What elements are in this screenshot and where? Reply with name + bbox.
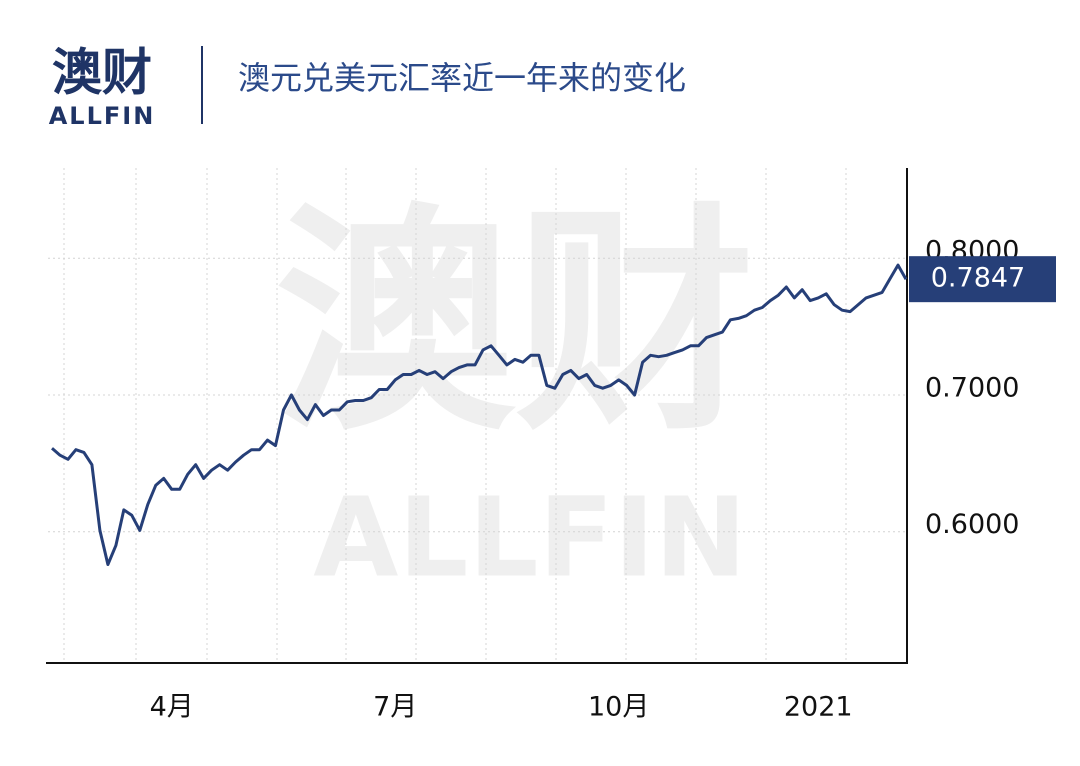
line-series [51,263,908,566]
brand-logo: 澳财 [52,44,152,102]
x-tick-label: 2021 [784,692,853,723]
chart-title: 澳元兑美元汇率近一年来的变化 [238,59,686,97]
x-tick-label: 7月 [373,692,417,723]
last-value-label: 0.7847 [931,263,1025,294]
y-tick-label: 0.6000 [925,509,1019,540]
last-value-box [909,256,1056,303]
watermark-sub: ALLFIN [313,473,746,601]
y-tick-label: 0.7000 [925,372,1019,403]
brand-sub: ALLFIN [49,102,156,130]
x-tick-label: 10月 [588,692,649,723]
x-tick-label: 4月 [150,692,194,723]
watermark: 澳财 [275,183,755,463]
